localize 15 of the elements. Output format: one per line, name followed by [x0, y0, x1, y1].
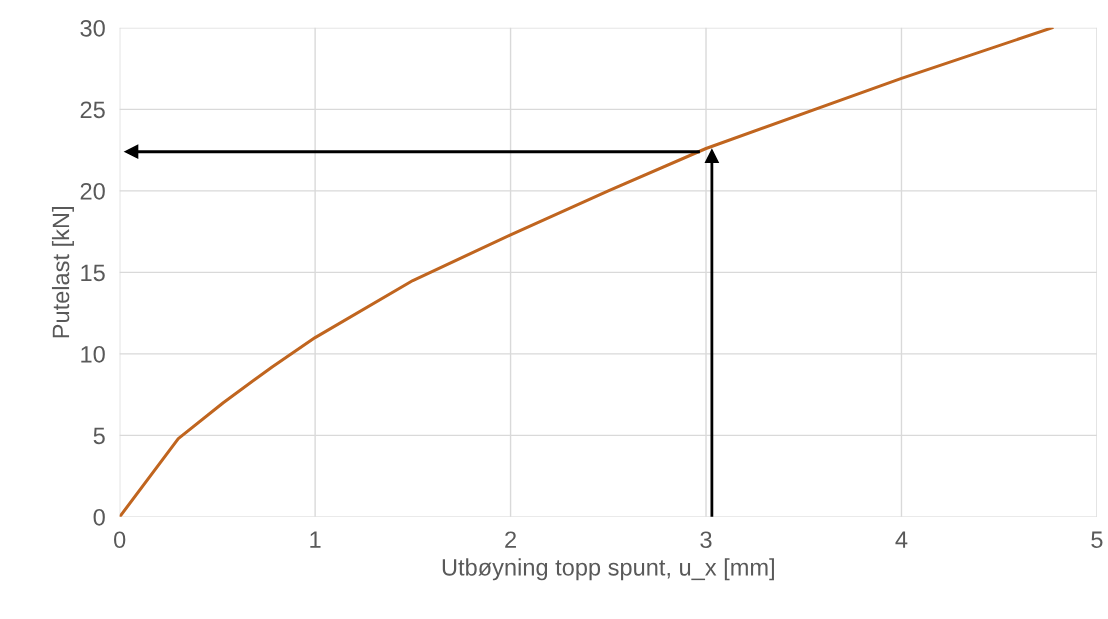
y-tick-label: 25 [80, 101, 105, 119]
y-tick-label: 0 [93, 508, 105, 526]
x-tick-label: 3 [700, 531, 712, 549]
x-tick-label: 1 [310, 531, 321, 548]
x-axis-title: Utbøyning topp spunt, u_x [mm] [442, 558, 774, 581]
x-tick-label: 0 [114, 531, 126, 549]
y-tick-label: 10 [81, 345, 105, 363]
y-tick-label: 30 [80, 19, 105, 37]
y-tick-label: 5 [93, 427, 105, 445]
x-tick-label: 4 [895, 531, 908, 548]
x-tick-label: 2 [505, 531, 516, 548]
y-tick-label: 15 [81, 264, 105, 282]
x-tick-label: 5 [1091, 531, 1103, 549]
y-tick-label: 20 [80, 182, 105, 200]
y-axis-title: Putelast [kN] [51, 207, 74, 338]
